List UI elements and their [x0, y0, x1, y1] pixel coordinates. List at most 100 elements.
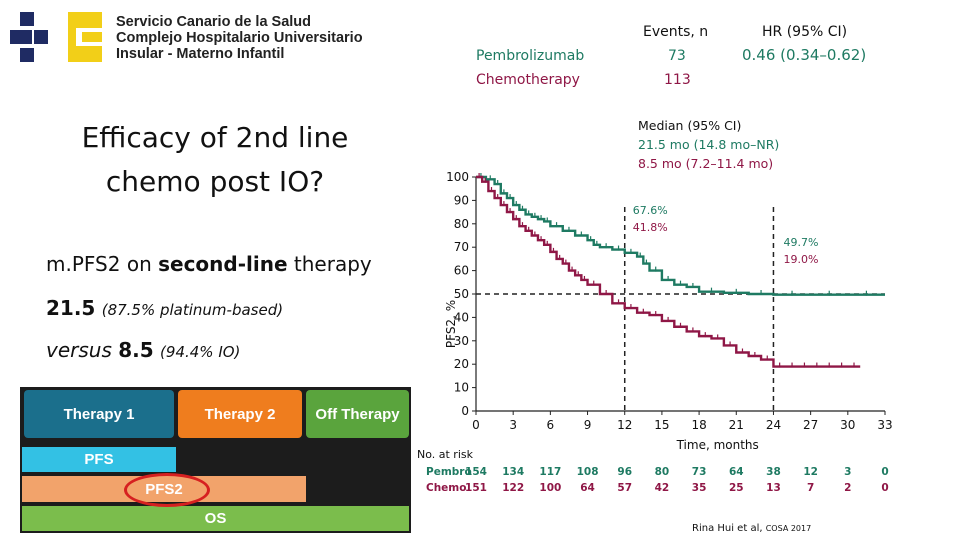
x-tick-label: 24 — [766, 418, 781, 432]
body-line-1c: therapy — [287, 252, 372, 276]
x-tick-label: 30 — [840, 418, 855, 432]
pfs2-highlight-ring — [124, 473, 210, 507]
at-risk-value: 38 — [766, 466, 781, 478]
body-line-1: m.PFS2 on second-line therapy — [46, 252, 372, 276]
chemo-arm-label: Chemotherapy — [476, 72, 580, 88]
at-risk-value: 3 — [844, 466, 851, 478]
at-risk-value: 0 — [881, 466, 888, 478]
logo-mark-icon — [10, 12, 102, 62]
y-tick-label: 50 — [454, 287, 469, 301]
chemo-note: (94.4% IO) — [160, 343, 241, 361]
at-risk-value: 0 — [881, 482, 888, 494]
off-therapy-bar: Off Therapy — [306, 390, 409, 438]
median-pembro: 21.5 mo (14.8 mo–NR) — [638, 137, 780, 152]
body-line-1a: m.PFS2 on — [46, 252, 159, 276]
x-tick-label: 0 — [472, 418, 480, 432]
therapy-diagram: Therapy 1 Therapy 2 Off Therapy PFS PFS2… — [20, 387, 411, 533]
body-line-1b: second-line — [158, 252, 288, 276]
x-tick-label: 9 — [584, 418, 592, 432]
logo-line-3: Insular - Materno Infantil — [116, 46, 285, 62]
citation-conf: COSA — [765, 524, 789, 533]
therapy-2-bar: Therapy 2 — [178, 390, 302, 438]
citation-year: 2017 — [788, 524, 812, 533]
at-risk-value: 13 — [766, 482, 781, 494]
title-line-1: Efficacy of 2nd line — [81, 121, 349, 154]
x-tick-label: 15 — [654, 418, 669, 432]
x-tick-label: 18 — [691, 418, 706, 432]
y-tick-label: 20 — [454, 357, 469, 371]
median-box: Median (95% CI) 21.5 mo (14.8 mo–NR) 8.5… — [638, 116, 779, 173]
pembro-hr: 0.46 (0.34–0.62) — [742, 46, 867, 64]
at-risk-value: 96 — [617, 466, 632, 478]
y-tick-label: 100 — [446, 170, 469, 184]
x-tick-label: 27 — [803, 418, 818, 432]
annotation-pembrolizumab: 67.6% — [633, 204, 668, 217]
at-risk-value: 122 — [502, 482, 524, 494]
at-risk-value: 73 — [692, 466, 707, 478]
at-risk-value: 2 — [844, 482, 851, 494]
annotation-chemotherapy: 19.0% — [783, 253, 818, 266]
y-tick-label: 40 — [454, 310, 469, 324]
chemo-median-value: 8.5 — [118, 338, 154, 362]
pembro-arm-label: Pembrolizumab — [476, 48, 585, 64]
pembro-median-value: 21.5 — [46, 296, 96, 320]
hospital-logo — [8, 10, 108, 66]
chemo-events: 113 — [664, 72, 691, 88]
x-tick-label: 33 — [877, 418, 892, 432]
at-risk-value: 117 — [539, 466, 561, 478]
os-bar: OS — [22, 506, 409, 531]
body-line-3: versus 8.5 (94.4% IO) — [46, 338, 240, 362]
at-risk-value: 64 — [580, 482, 595, 494]
pembro-note: (87.5% platinum-based) — [101, 301, 284, 319]
median-title: Median (95% CI) — [638, 118, 742, 133]
annotation-chemotherapy: 41.8% — [633, 221, 668, 234]
at-risk-value: 100 — [539, 482, 561, 494]
x-tick-label: 12 — [617, 418, 632, 432]
at-risk-value: 134 — [502, 466, 524, 478]
annotation-pembrolizumab: 49.7% — [783, 236, 818, 249]
at-risk-value: 108 — [577, 466, 599, 478]
x-tick-label: 21 — [729, 418, 744, 432]
y-axis-label: PFS2, % — [444, 300, 458, 348]
at-risk-value: 154 — [465, 466, 487, 478]
logo-line-1: Servicio Canario de la Salud — [116, 14, 312, 30]
y-tick-label: 0 — [461, 404, 469, 418]
at-risk-value: 12 — [803, 466, 818, 478]
versus-label: versus — [46, 338, 119, 362]
hr-header: HR (95% CI) — [762, 24, 848, 40]
at-risk-value: 151 — [465, 482, 487, 494]
citation: Rina Hui et al, COSA 2017 — [692, 523, 811, 534]
logo-line-2: Complejo Hospitalario Universitario — [116, 30, 363, 46]
at-risk-value: 7 — [807, 482, 814, 494]
at-risk-value: 57 — [617, 482, 632, 494]
pfs-bar: PFS — [22, 447, 176, 472]
y-tick-label: 60 — [454, 264, 469, 278]
pembro-events: 73 — [668, 48, 686, 64]
body-line-2: 21.5 (87.5% platinum-based) — [46, 296, 283, 320]
km-curve-pembrolizumab — [476, 175, 885, 296]
median-chemo: 8.5 mo (7.2–11.4 mo) — [638, 156, 774, 171]
x-tick-label: 6 — [547, 418, 555, 432]
at-risk-value: 80 — [655, 466, 670, 478]
logo-text: Servicio Canario de la Salud Complejo Ho… — [116, 14, 363, 62]
at-risk-value: 42 — [655, 482, 670, 494]
slide-title: Efficacy of 2nd line chemo post IO? — [30, 116, 400, 204]
at-risk-label: No. at risk — [417, 448, 474, 461]
at-risk-value: 35 — [692, 482, 707, 494]
at-risk-arm: Chemo — [426, 482, 466, 494]
y-tick-label: 70 — [454, 240, 469, 254]
events-header: Events, n — [643, 24, 709, 40]
at-risk-arm: Pembro — [426, 466, 472, 478]
y-tick-label: 80 — [454, 217, 469, 231]
citation-author: Rina Hui et al, — [692, 523, 766, 534]
y-tick-label: 10 — [454, 381, 469, 395]
title-line-2: chemo post IO? — [105, 165, 325, 198]
y-tick-label: 90 — [454, 193, 469, 207]
at-risk-value: 25 — [729, 482, 744, 494]
km-curve-chemotherapy — [476, 175, 861, 368]
at-risk-value: 64 — [729, 466, 744, 478]
therapy-1-bar: Therapy 1 — [24, 390, 174, 438]
x-tick-label: 3 — [509, 418, 517, 432]
x-axis-label: Time, months — [676, 438, 759, 452]
